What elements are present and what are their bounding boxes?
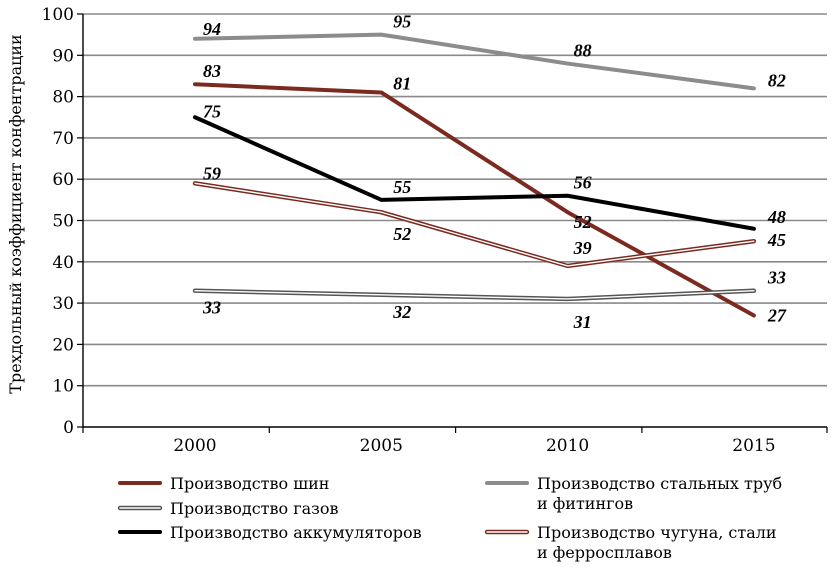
x-tick-label: 2010 bbox=[546, 436, 589, 456]
x-tick-labels: 2000 2005 2010 2015 bbox=[173, 436, 775, 456]
y-tick-label: 0 bbox=[63, 418, 74, 438]
y-tick-label: 20 bbox=[52, 335, 74, 355]
y-tick-label: 100 bbox=[42, 5, 74, 25]
y-tick-label: 60 bbox=[52, 170, 74, 190]
data-label: 83 bbox=[203, 61, 221, 81]
data-label: 59 bbox=[203, 163, 221, 183]
legend-label: Производство стальных труб bbox=[537, 474, 782, 493]
legend-item: Производство шин bbox=[118, 474, 329, 493]
legend-label: Производство чугуна, стали bbox=[537, 523, 777, 542]
series-lines bbox=[192, 32, 757, 318]
x-tick-label: 2015 bbox=[732, 436, 775, 456]
legend-label: Производство шин bbox=[170, 474, 329, 493]
series-line-4-inner bbox=[194, 182, 755, 267]
series-line-0 bbox=[193, 82, 756, 318]
data-label: 95 bbox=[393, 12, 411, 32]
x-tick-label: 2005 bbox=[360, 436, 403, 456]
data-labels: 83 81 52 27 94 95 88 82 33 32 31 33 75 55 56 48 59 52 39 45 bbox=[202, 12, 787, 332]
y-tick-label: 40 bbox=[52, 253, 74, 273]
data-label: 48 bbox=[767, 207, 786, 227]
y-tick-label: 30 bbox=[52, 294, 74, 314]
data-label: 55 bbox=[393, 177, 411, 197]
data-label: 33 bbox=[202, 298, 221, 318]
y-tick-label: 70 bbox=[52, 129, 74, 149]
data-label: 27 bbox=[767, 305, 787, 325]
data-label: 52 bbox=[393, 224, 411, 244]
data-label: 45 bbox=[767, 230, 786, 250]
legend-label: Производство аккумуляторов bbox=[170, 523, 422, 542]
y-axis-title: Трехдольный коэффициент конфентрации bbox=[6, 34, 25, 393]
legend-item: Производство аккумуляторов bbox=[118, 523, 422, 542]
series-line-1 bbox=[193, 32, 756, 91]
axes bbox=[77, 13, 828, 433]
data-label: 94 bbox=[203, 19, 221, 39]
data-label: 32 bbox=[392, 302, 411, 322]
series-line-2-inner bbox=[194, 290, 755, 300]
legend-label: и фитингов bbox=[537, 494, 633, 513]
x-tick-label: 2000 bbox=[173, 436, 216, 456]
grid-lines bbox=[83, 13, 827, 387]
data-label: 75 bbox=[203, 101, 221, 121]
legend-label: Производство газов bbox=[170, 499, 339, 518]
legend-item: Производство газов bbox=[117, 499, 339, 518]
data-label: 52 bbox=[574, 212, 592, 232]
data-label: 56 bbox=[574, 173, 592, 193]
legend: Производство шин Производство стальных тр… bbox=[117, 474, 782, 562]
y-tick-label: 80 bbox=[52, 88, 74, 108]
y-tick-label: 10 bbox=[52, 377, 74, 397]
data-label: 88 bbox=[574, 41, 592, 61]
y-tick-label: 50 bbox=[52, 212, 74, 232]
data-label: 39 bbox=[573, 238, 592, 258]
legend-label: и ферросплавов bbox=[537, 543, 672, 562]
data-label: 82 bbox=[768, 70, 786, 90]
y-tick-labels: 0 10 20 30 40 50 60 70 80 90 100 bbox=[42, 5, 74, 438]
data-label: 31 bbox=[573, 312, 592, 332]
data-label: 81 bbox=[393, 73, 411, 93]
series-line-3 bbox=[193, 115, 756, 231]
data-label: 33 bbox=[767, 268, 786, 288]
y-tick-label: 90 bbox=[52, 46, 74, 66]
